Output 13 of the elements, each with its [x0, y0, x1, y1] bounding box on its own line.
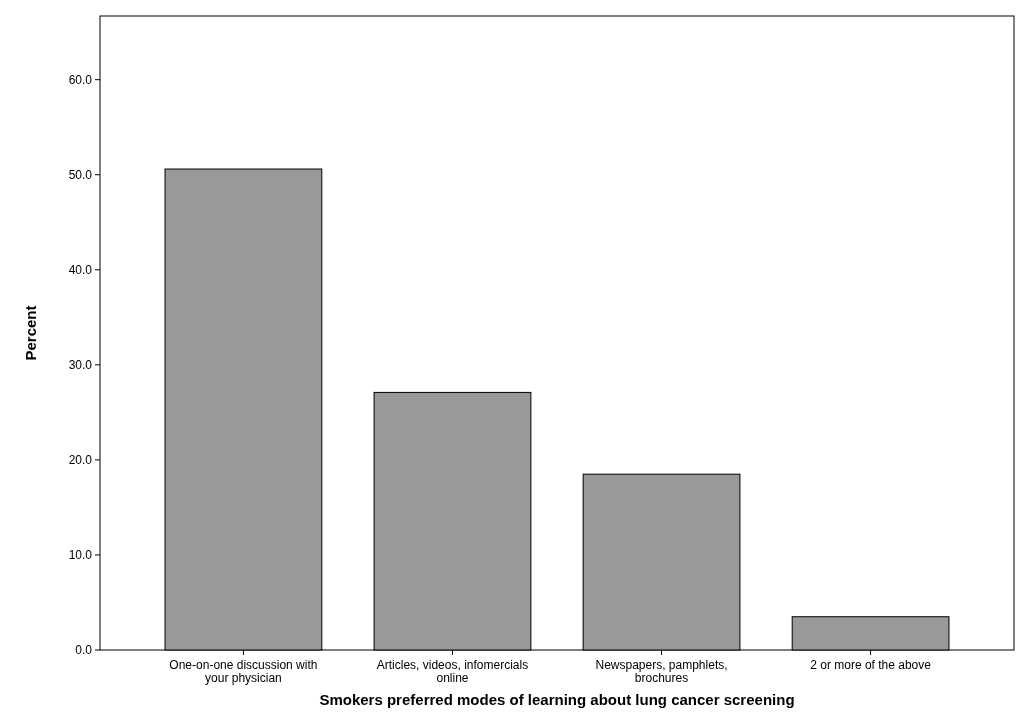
x-tick-label: Articles, videos, infomercials online	[376, 658, 529, 685]
y-tick-label: 40.0	[68, 262, 93, 277]
y-tick-label: 30.0	[68, 358, 93, 373]
x-tick-label: Newspapers, pamphlets, brochures	[595, 658, 728, 685]
y-tick-label: 20.0	[68, 453, 93, 468]
y-tick-label: 0.0	[75, 643, 93, 658]
x-axis-title: Smokers preferred modes of learning about lung cancer screening	[319, 691, 795, 708]
y-axis-title: Percent	[22, 305, 39, 361]
y-tick-label: 10.0	[68, 548, 93, 563]
x-tick-label: 2 or more of the above	[810, 658, 932, 672]
x-tick-label: One-on-one discussion with your physician	[169, 658, 318, 685]
y-tick-label: 60.0	[68, 72, 93, 87]
y-tick-label: 50.0	[68, 167, 93, 182]
